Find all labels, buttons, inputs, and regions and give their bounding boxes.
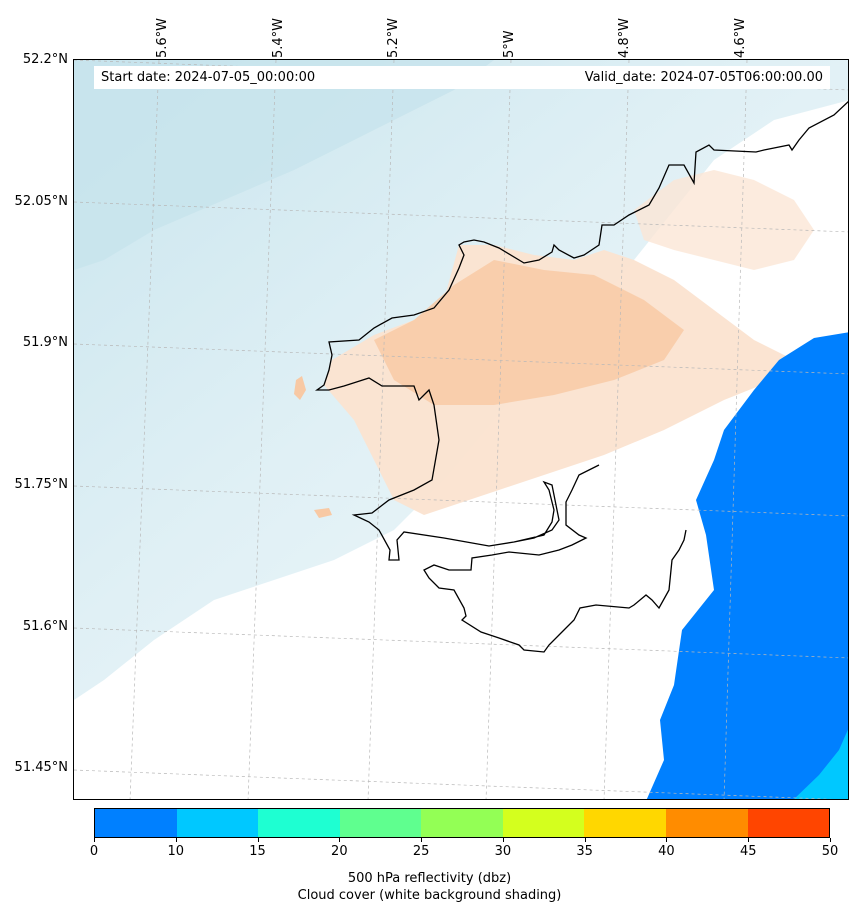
map-panel bbox=[73, 59, 849, 800]
colorbar-tick-mark bbox=[339, 838, 341, 842]
latitude-label-51-45n: 51.45°N bbox=[14, 760, 68, 775]
coastline bbox=[314, 100, 848, 653]
colorbar-tick-mark bbox=[175, 838, 177, 842]
reflectivity-blue-region bbox=[646, 332, 848, 799]
reflectivity-small-cell-2 bbox=[314, 508, 332, 518]
longitude-label-5-6w: 5.6°W bbox=[155, 17, 170, 58]
colorbar-tick-label: 40 bbox=[658, 844, 675, 859]
cloud-cover-core bbox=[74, 60, 494, 270]
valid-date-text: Valid_date: 2024-07-05T06:00:00.00 bbox=[584, 70, 823, 85]
colorbar-tick-label: 45 bbox=[739, 844, 757, 859]
latitude-label-52-05n: 52.05°N bbox=[14, 194, 68, 209]
longitude-label-5w: 5°W bbox=[502, 30, 517, 58]
latitude-label-52-2n: 52.2°N bbox=[22, 52, 68, 67]
longitude-label-4-8w: 4.8°W bbox=[617, 17, 632, 58]
reflectivity-small-cell bbox=[294, 376, 306, 400]
colorbar-tick-label: 10 bbox=[167, 844, 185, 859]
longitude-label-5-4w: 5.4°W bbox=[271, 17, 286, 58]
longitude-label-4-6w: 4.6°W bbox=[733, 17, 748, 58]
latitude-label-51-75n: 51.75°N bbox=[14, 477, 68, 492]
colorbar-tick-mark bbox=[257, 838, 259, 842]
colorbar-tick-label: 20 bbox=[331, 844, 348, 859]
colorbar-segment-3 bbox=[339, 809, 422, 837]
reflectivity-cyan-region bbox=[794, 729, 848, 799]
colorbar-tick-label: 15 bbox=[249, 844, 266, 859]
colorbar-tick-mark bbox=[584, 838, 586, 842]
latitude-label-51-6n: 51.6°N bbox=[22, 619, 68, 634]
colorbar-tick-label: 50 bbox=[821, 844, 839, 859]
start-date-text: Start date: 2024-07-05_00:00:00 bbox=[101, 70, 316, 85]
colorbar-segment-5 bbox=[502, 809, 585, 837]
colorbar-tick-label: 25 bbox=[412, 844, 430, 859]
colorbar-segment-0 bbox=[95, 809, 177, 837]
colorbar-tick-mark bbox=[502, 838, 504, 842]
colorbar-segment-8 bbox=[747, 809, 830, 837]
longitude-label-5-2w: 5.2°W bbox=[386, 17, 401, 58]
reflectivity-shading-ne bbox=[634, 170, 814, 270]
colorbar-label-reflectivity: 500 hPa reflectivity (dbz) bbox=[347, 871, 512, 886]
colorbar-label-cloud-cover: Cloud cover (white background shading) bbox=[297, 888, 562, 903]
colorbar-tick-mark bbox=[830, 838, 831, 842]
colorbar-tick-mark bbox=[748, 838, 750, 842]
colorbar-segment-7 bbox=[665, 809, 748, 837]
colorbar-segment-6 bbox=[584, 809, 666, 837]
date-info-box: Start date: 2024-07-05_00:00:00 Valid_da… bbox=[94, 66, 830, 89]
colorbar bbox=[94, 808, 830, 838]
colorbar-segment-1 bbox=[176, 809, 259, 837]
colorbar-tick-mark bbox=[94, 838, 95, 842]
colorbar-tick-label: 35 bbox=[576, 844, 593, 859]
colorbar-tick-label: 0 bbox=[89, 844, 99, 859]
map-canvas bbox=[74, 60, 848, 799]
colorbar-tick-mark bbox=[421, 838, 423, 842]
reflectivity-shading-core bbox=[374, 260, 684, 405]
colorbar-segment-2 bbox=[258, 809, 340, 837]
colorbar-tick-mark bbox=[666, 838, 668, 842]
colorbar-segment-4 bbox=[421, 809, 503, 837]
latitude-label-51-9n: 51.9°N bbox=[22, 335, 68, 350]
colorbar-tick-label: 30 bbox=[494, 844, 512, 859]
